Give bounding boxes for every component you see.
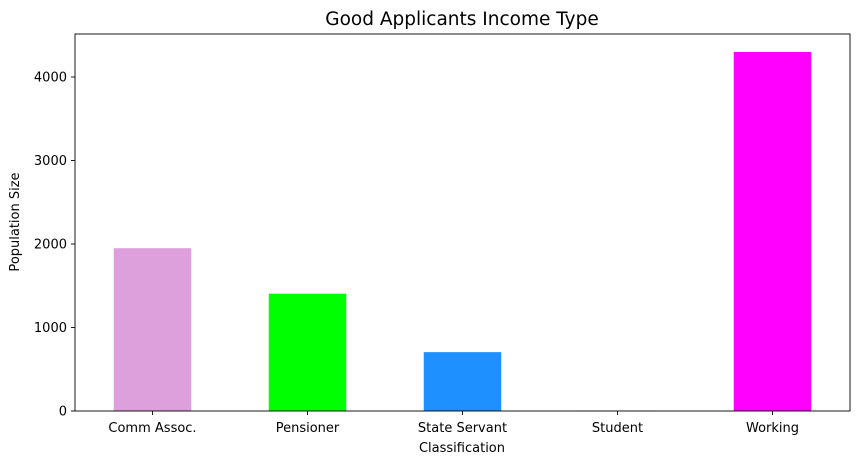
bar-working bbox=[733, 51, 812, 411]
chart-title: Good Applicants Income Type bbox=[325, 9, 598, 30]
x-tick-label: Pensioner bbox=[276, 421, 340, 436]
y-tick-label: 1000 bbox=[34, 321, 67, 336]
x-tick-label: Comm Assoc. bbox=[108, 421, 196, 436]
y-tick-label: 0 bbox=[59, 405, 67, 420]
x-tick-label: Working bbox=[746, 421, 799, 436]
plot-area: Comm Assoc. Pensioner State Servant Student… bbox=[34, 33, 851, 436]
bar-state-servant bbox=[423, 352, 502, 411]
y-tick-label: 4000 bbox=[34, 71, 67, 86]
bar-comm-assoc bbox=[113, 248, 192, 411]
y-axis-label: Population Size bbox=[8, 172, 23, 271]
bar-pensioner bbox=[268, 293, 347, 411]
x-tick-label: Student bbox=[592, 421, 643, 436]
y-tick-label: 2000 bbox=[34, 238, 67, 253]
x-tick-label: State Servant bbox=[418, 421, 507, 436]
x-axis-label: Classification bbox=[419, 441, 505, 456]
y-tick-label: 3000 bbox=[34, 154, 67, 169]
